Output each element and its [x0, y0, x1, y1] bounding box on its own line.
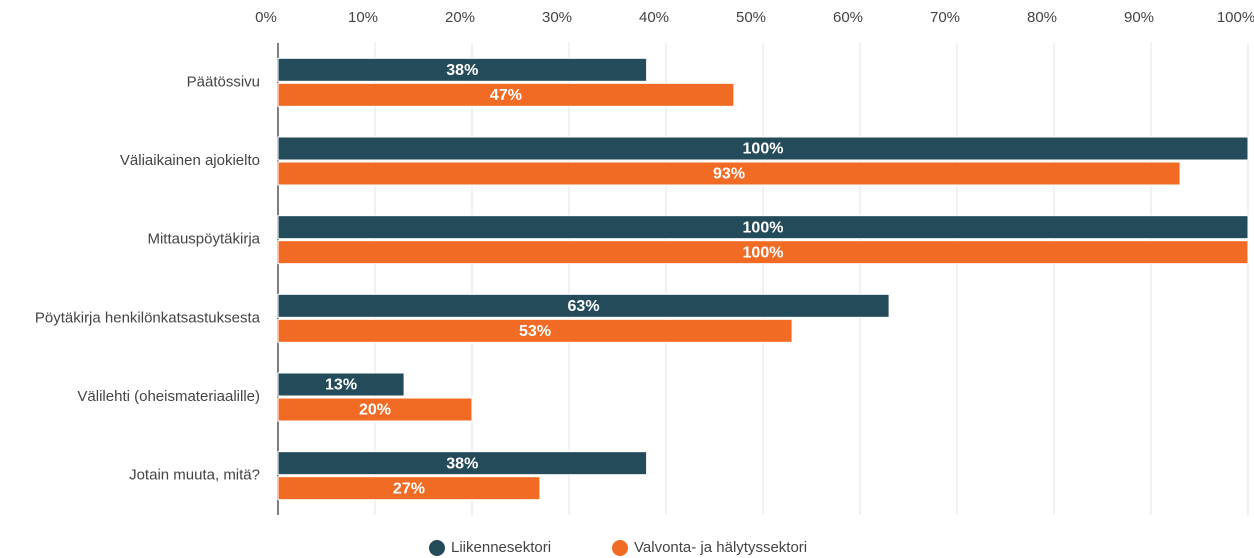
value-label: 53%	[519, 323, 551, 340]
bar	[277, 318, 793, 343]
bar	[277, 397, 473, 422]
legend-marker	[429, 540, 445, 556]
x-tick-label: 50%	[736, 9, 766, 26]
bar	[277, 372, 405, 397]
legend-label: Valvonta- ja hälytyssektori	[634, 539, 807, 556]
x-tick-label: 20%	[445, 9, 475, 26]
x-tick-label: 90%	[1124, 9, 1154, 26]
value-label: 27%	[393, 480, 425, 497]
y-tick-label: Mittauspöytäkirja	[147, 231, 260, 248]
value-label: 100%	[743, 141, 784, 158]
legend-marker	[612, 540, 628, 556]
value-label: 38%	[446, 455, 478, 472]
value-label: 38%	[446, 62, 478, 79]
bar	[277, 161, 1181, 186]
x-tick-label: 10%	[348, 9, 378, 26]
x-tick-label: 80%	[1027, 9, 1057, 26]
y-tick-label: Väliaikainen ajokielto	[120, 152, 260, 169]
value-label: 20%	[359, 402, 391, 419]
bar	[277, 57, 648, 82]
x-tick-label: 70%	[930, 9, 960, 26]
y-tick-label: Pöytäkirja henkilönkatsastuksesta	[35, 309, 261, 326]
bar	[277, 215, 1249, 240]
bar	[277, 82, 735, 107]
value-label: 47%	[490, 87, 522, 104]
bar	[277, 293, 890, 318]
y-tick-label: Päätössivu	[187, 73, 260, 90]
x-tick-label: 30%	[542, 9, 572, 26]
x-tick-label: 100%	[1217, 9, 1254, 26]
value-label: 13%	[325, 377, 357, 394]
bar	[277, 451, 648, 476]
value-label: 63%	[568, 298, 600, 315]
y-tick-label: Jotain muuta, mitä?	[129, 467, 260, 484]
value-label: 93%	[713, 166, 745, 183]
bar	[277, 136, 1249, 161]
x-tick-label: 40%	[639, 9, 669, 26]
x-tick-label: 60%	[833, 9, 863, 26]
x-tick-label: 0%	[255, 9, 277, 26]
y-tick-label: Välilehti (oheismateriaalille)	[77, 388, 260, 405]
value-label: 100%	[743, 219, 784, 236]
legend-label: Liikennesektori	[451, 539, 551, 556]
value-label: 100%	[743, 244, 784, 261]
bar	[277, 240, 1249, 265]
bar	[277, 476, 541, 501]
